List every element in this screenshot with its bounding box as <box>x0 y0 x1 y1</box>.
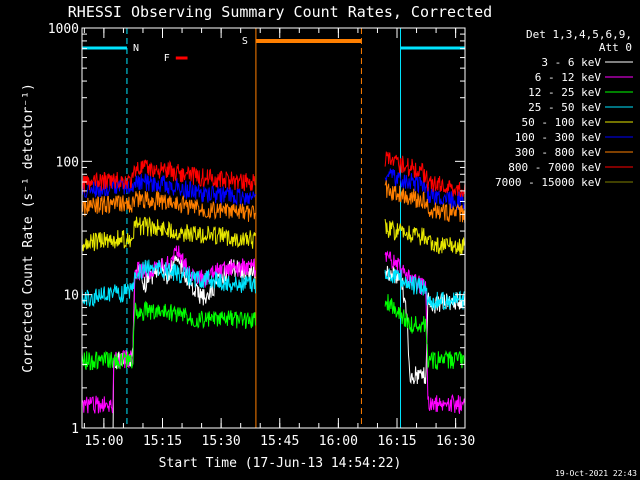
x-tick-label: 15:00 <box>84 434 123 449</box>
plot-frame <box>81 27 466 429</box>
chart-title: RHESSI Observing Summary Count Rates, Co… <box>68 3 492 21</box>
series-line-3 <box>81 294 466 371</box>
x-tick-label: 16:30 <box>436 434 475 449</box>
y-tick-label: 100 <box>56 155 79 170</box>
y-tick-label: 10 <box>63 289 79 304</box>
legend-label-9: 7000 - 15000 keV <box>495 176 601 189</box>
axes: 1 10 100 1000 15:00 15:15 15:30 15:45 16:00 16:15… <box>48 22 476 449</box>
legend-header-line2: Att 0 <box>599 41 632 54</box>
series-line-4 <box>81 259 466 311</box>
y-tick-label: 1 <box>71 422 79 437</box>
plot-timestamp: 19-Oct-2021 22:43 <box>555 469 637 478</box>
series-line-8 <box>81 151 466 198</box>
x-tick-label: 16:00 <box>319 434 358 449</box>
flare-flag-label: F <box>164 53 170 64</box>
x-tick-label: 15:30 <box>202 434 241 449</box>
y-tick-label: 1000 <box>48 22 79 37</box>
x-tick-label: 15:45 <box>260 434 299 449</box>
legend-header-line1: Det 1,3,4,5,6,9, <box>526 28 632 41</box>
legend-label-8: 800 - 7000 keV <box>508 161 601 174</box>
y-axis-label: Corrected Count Rate (s⁻¹ detector⁻¹) <box>21 83 36 373</box>
legend-label-3: 12 - 25 keV <box>528 86 601 99</box>
legend-label-1: 3 - 6 keV <box>541 56 601 69</box>
legend-label-5: 50 - 100 keV <box>522 116 602 129</box>
legend-label-4: 25 - 50 keV <box>528 101 601 114</box>
x-tick-label: 16:15 <box>377 434 416 449</box>
legend: 3 - 6 keV 6 - 12 keV 12 - 25 keV 25 - 50 ke… <box>495 56 633 189</box>
night-flag-label: N <box>133 43 139 54</box>
x-tick-label: 15:15 <box>143 434 182 449</box>
x-axis-label: Start Time (17-Jun-13 14:54:22) <box>159 456 402 471</box>
legend-label-6: 100 - 300 keV <box>515 131 601 144</box>
series-line-7 <box>81 180 466 223</box>
legend-label-7: 300 - 800 keV <box>515 146 601 159</box>
series-line-5 <box>81 216 466 256</box>
saa-flag-label: S <box>242 36 248 47</box>
legend-label-2: 6 - 12 keV <box>535 71 602 84</box>
